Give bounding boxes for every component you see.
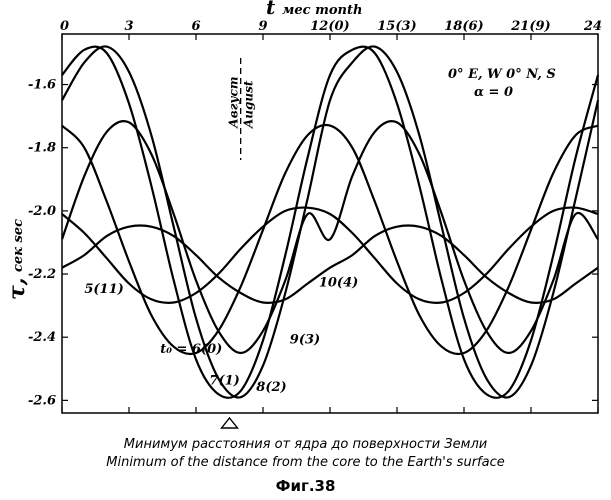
params-line-1: 0° E, W 0° N, S <box>448 67 556 82</box>
series-line-3 <box>62 46 598 397</box>
x-tick-label: 3 <box>124 19 133 34</box>
x-tick-label: 12(0) <box>310 19 349 34</box>
month-label-ru: Август <box>227 76 241 129</box>
y-tick-label: -2.4 <box>28 330 56 345</box>
minimum-triangle <box>222 418 238 428</box>
y-axis-label-main: τ, <box>4 278 30 300</box>
x-tick-label: 18(6) <box>444 19 483 34</box>
minimum-marker <box>222 418 238 428</box>
caption-en: Minimum of the distance from the core to… <box>0 455 611 470</box>
y-axis-ticks: -1.6 -1.8 -2.0 -2.2 -2.4 -2.6 <box>28 78 598 409</box>
x-tick-label: 0 <box>60 19 69 34</box>
month-label-en: August <box>242 80 256 129</box>
plot-border <box>62 34 598 413</box>
x-tick-label: 24 <box>583 19 602 34</box>
x-axis-label-main: t <box>266 0 276 19</box>
x-axis-label-sub: мес month <box>282 3 362 18</box>
series-label-5: 10(4) <box>319 276 358 291</box>
y-tick-label: -2.2 <box>28 267 56 282</box>
x-tick-label: 21(9) <box>510 19 550 34</box>
y-tick-label: -1.8 <box>28 141 56 156</box>
figure-label: Фиг.38 <box>0 477 611 495</box>
x-tick-label: 6 <box>191 19 200 34</box>
plot-frame <box>62 34 598 413</box>
y-tick-label: -1.6 <box>28 78 56 93</box>
month-marker: АвгустAugust <box>227 58 256 160</box>
caption-ru: Минимум расстояния от ядра до поверхност… <box>0 437 611 452</box>
x-tick-label: 15(3) <box>377 19 416 34</box>
y-tick-label: -2.0 <box>28 204 56 219</box>
series-label-3: 8(2) <box>256 380 286 395</box>
series-label-6: 5(11) <box>84 282 123 297</box>
params-line-2: α = 0 <box>474 85 513 100</box>
series-label-4: 9(3) <box>290 333 320 348</box>
series-line-4 <box>62 121 598 353</box>
series-label-1: t₀ = 6(0) <box>160 342 222 357</box>
y-tick-label: -2.6 <box>28 393 56 408</box>
y-axis-label-sub: сек sec <box>11 219 26 272</box>
series-group <box>62 46 598 397</box>
x-tick-label: 9 <box>258 19 267 34</box>
series-label-2: 7(1) <box>209 374 239 389</box>
